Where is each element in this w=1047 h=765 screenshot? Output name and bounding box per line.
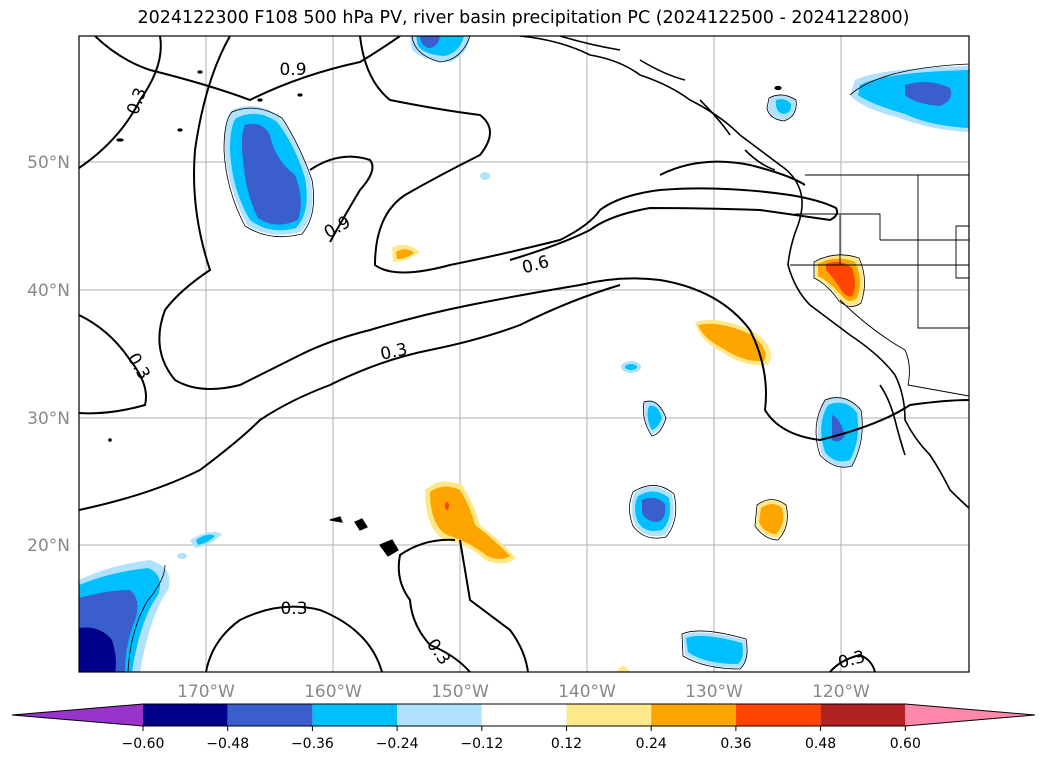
colorbar-tick-label: 0.60 xyxy=(890,736,921,752)
colorbar-tick-label: −0.36 xyxy=(291,736,334,752)
colorbar: −0.60 −0.48 −0.36 −0.24 −0.12 0.12 0.24 0.36 0.4… xyxy=(11,703,1036,752)
lat-label-50n: 50°N xyxy=(27,153,70,173)
political-borders xyxy=(790,174,969,397)
map-frame xyxy=(78,35,970,673)
lon-label-130w: 130°W xyxy=(685,682,743,702)
islands xyxy=(108,70,782,557)
colorbar-swatch xyxy=(820,704,906,726)
colorbar-ticks: −0.60 −0.48 −0.36 −0.24 −0.12 0.12 0.24 0.36 0.4… xyxy=(122,726,921,752)
colorbar-swatch xyxy=(566,704,652,726)
contour-labels: 0.9 0.3 0.9 0.6 0.3 0.3 0.3 0.3 0.3 xyxy=(123,60,867,673)
lon-label-140w: 140°W xyxy=(558,682,616,702)
colorbar-tick-label: 0.36 xyxy=(720,736,751,752)
colorbar-extend-high xyxy=(905,704,1035,726)
colorbar-tick-label: −0.24 xyxy=(376,736,419,752)
colorbar-extend-low xyxy=(12,704,143,726)
colorbar-tick-label: 0.48 xyxy=(805,736,836,752)
colorbar-swatch xyxy=(481,704,567,726)
lat-label-40n: 40°N xyxy=(27,281,70,301)
colorbar-swatch xyxy=(143,704,228,726)
map-content xyxy=(79,36,969,672)
lon-label-150w: 150°W xyxy=(431,682,489,702)
latitude-axis-labels: 50°N 40°N 30°N 20°N xyxy=(27,153,70,556)
lat-label-20n: 20°N xyxy=(27,536,70,556)
pc-outline-contours xyxy=(127,36,969,672)
colorbar-tick-label: −0.60 xyxy=(122,736,165,752)
negative-precip-areas xyxy=(79,36,969,672)
lat-label-30n: 30°N xyxy=(27,409,70,429)
map-title: 2024122300 F108 500 hPa PV, river basin … xyxy=(137,8,910,28)
lon-label-170w: 170°W xyxy=(177,682,235,702)
positive-precip-areas xyxy=(392,244,864,672)
colorbar-tick-label: −0.48 xyxy=(206,736,249,752)
pv-contours xyxy=(79,36,969,672)
contour-label: 0.3 xyxy=(280,599,307,619)
coastline xyxy=(519,36,969,509)
colorbar-tick-label: 0.24 xyxy=(636,736,667,752)
colorbar-swatches xyxy=(11,703,1036,727)
colorbar-tick-label: −0.12 xyxy=(460,736,503,752)
colorbar-swatch xyxy=(651,704,736,726)
longitude-axis-labels: 170°W 160°W 150°W 140°W 130°W 120°W xyxy=(177,682,870,702)
colorbar-swatch xyxy=(227,704,313,726)
colorbar-tick-label: 0.12 xyxy=(551,736,582,752)
colorbar-swatch xyxy=(735,704,821,726)
map-background xyxy=(79,36,969,672)
colorbar-swatch xyxy=(397,704,482,726)
lon-label-120w: 120°W xyxy=(812,682,870,702)
lon-label-160w: 160°W xyxy=(304,682,362,702)
colorbar-swatch xyxy=(312,704,398,726)
contour-label: 0.9 xyxy=(279,60,306,80)
